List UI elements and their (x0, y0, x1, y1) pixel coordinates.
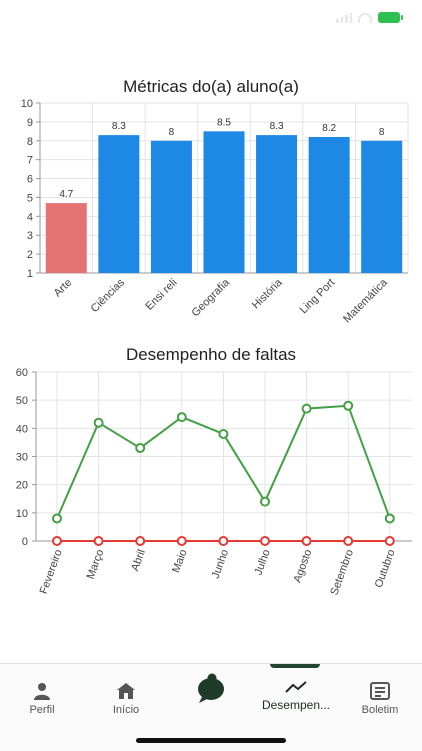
trend-chart-icon (285, 681, 307, 693)
data-point (301, 403, 312, 414)
data-point (260, 496, 270, 507)
data-point (260, 536, 270, 546)
bar-value-label: 4.7 (59, 189, 73, 200)
active-tab-indicator (270, 664, 320, 668)
battery-icon (378, 12, 403, 23)
y-tick-label: 20 (16, 480, 28, 492)
status-bar: 10:20 (0, 0, 422, 40)
data-point (176, 412, 187, 423)
x-tick-label: Abril (129, 548, 148, 573)
data-point (52, 536, 62, 546)
x-tick-label: Geografia (189, 276, 232, 319)
x-tick-label: Fevereiro (38, 548, 65, 596)
x-tick-label: Ensi reli (143, 277, 179, 313)
bar-value-label: 8.5 (217, 117, 231, 128)
x-tick-label: Ciências (89, 276, 128, 315)
x-tick-label: Julho (253, 548, 273, 577)
bar-value-label: 8.2 (322, 123, 336, 134)
x-tick-label: Arte (52, 277, 75, 300)
bar (256, 135, 298, 273)
data-point (93, 417, 104, 428)
tab-label-inicio: Início (112, 704, 140, 716)
tab-chat[interactable] (168, 664, 254, 724)
bar-value-label: 8.3 (270, 121, 284, 132)
y-tick-label: 2 (27, 249, 33, 261)
data-point (384, 536, 395, 546)
data-point (343, 536, 354, 546)
tab-inicio[interactable]: Início (84, 664, 168, 724)
bar (150, 140, 192, 273)
data-point (176, 536, 187, 546)
data-point (52, 513, 62, 524)
x-tick-label: Agosto (291, 548, 314, 584)
line-chart-title: Desempenho de faltas (125, 345, 297, 364)
y-tick-label: 10 (16, 508, 28, 520)
tab-label-perfil: Perfil (29, 704, 55, 716)
bar-value-label: 8.3 (112, 121, 126, 132)
y-tick-label: 40 (16, 423, 28, 435)
x-tick-label: Outubro (373, 548, 398, 589)
data-point (135, 536, 146, 546)
data-point (384, 513, 395, 524)
tab-perfil[interactable]: Perfil (0, 664, 84, 724)
x-tick-label: Março (85, 548, 107, 581)
bar (45, 203, 87, 273)
y-tick-label: 30 (16, 452, 28, 464)
bar-chart-title: Métricas do(a) aluno(a) (123, 77, 299, 96)
y-tick-label: 50 (16, 395, 28, 407)
y-tick-label: 3 (27, 230, 33, 242)
bar-value-label: 8 (169, 127, 175, 138)
bar-chart: 1 2 3 4 5 6 7 8 9 10 4.7 Arte 8.3 Ciências 8 Ensi reli 8… (21, 98, 409, 325)
bar (308, 137, 350, 273)
person-icon (34, 683, 50, 700)
data-point (343, 400, 354, 411)
data-point (218, 536, 229, 546)
y-tick-label: 9 (27, 117, 33, 129)
y-tick-label: 1 (27, 268, 33, 280)
y-tick-label: 4 (27, 211, 33, 223)
cellular-signal-icon (336, 12, 352, 23)
y-tick-label: 60 (16, 367, 28, 379)
x-tick-label: Ling Port (298, 277, 338, 317)
tab-label-desempenho: Desempen... (261, 698, 331, 712)
home-indicator (136, 738, 286, 743)
y-tick-label: 8 (27, 136, 33, 148)
house-icon (117, 683, 135, 699)
y-tick-label: 6 (27, 174, 33, 186)
y-tick-label: 7 (27, 155, 33, 167)
status-time: 10:20 (34, 11, 73, 28)
y-tick-label: 5 (27, 192, 33, 204)
bottom-tab-bar: Perfil Início Desempen... Boletim (0, 663, 422, 751)
bar-value-label: 8 (379, 127, 385, 138)
newspaper-icon (370, 682, 390, 700)
x-tick-label: Maio (170, 548, 189, 575)
x-tick-label: Junho (210, 548, 232, 580)
x-tick-label: Matemática (341, 276, 390, 325)
tab-label-boletim: Boletim (361, 704, 399, 716)
bar (203, 131, 245, 273)
data-point (218, 428, 229, 439)
wifi-icon (358, 12, 372, 23)
bar (361, 140, 403, 273)
tab-boletim[interactable]: Boletim (338, 664, 422, 724)
y-tick-label: 10 (21, 98, 33, 110)
x-tick-label: História (250, 276, 285, 311)
data-point (301, 536, 312, 546)
data-point (135, 443, 146, 454)
bar (98, 135, 140, 273)
y-tick-label: 0 (22, 536, 28, 548)
data-point (93, 536, 104, 546)
status-icons (336, 12, 403, 23)
line-chart: 0 10 20 30 40 50 60 Fevereiro Março Abril Maio Junh… (16, 367, 412, 597)
x-tick-label: Setembro (328, 548, 356, 597)
chat-bubble-icon (198, 673, 224, 703)
tab-desempenho[interactable]: Desempen... (254, 664, 338, 724)
